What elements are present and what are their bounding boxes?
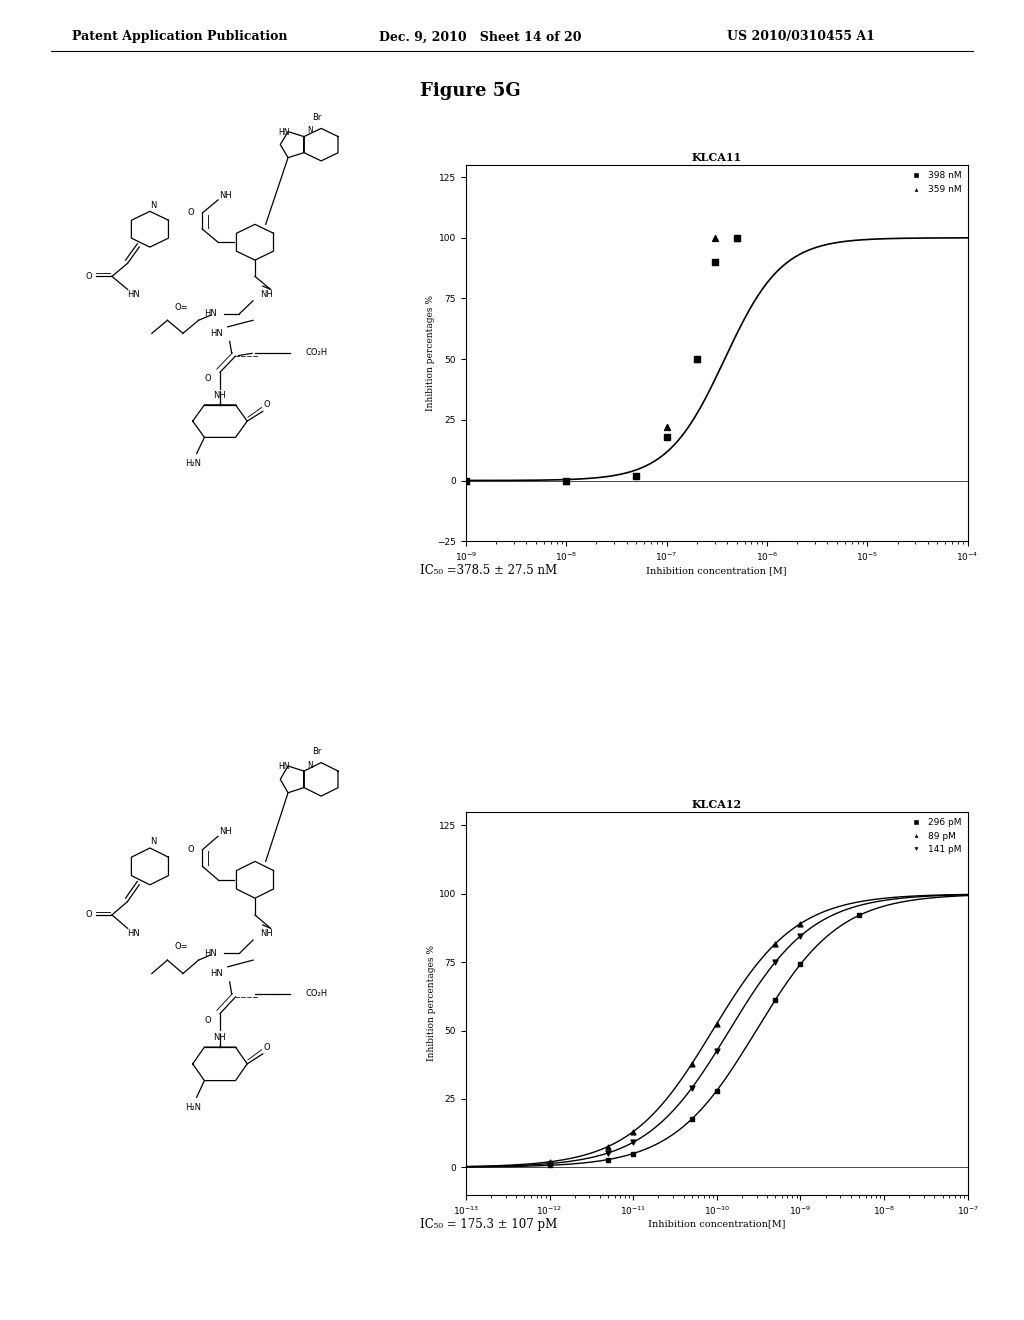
Point — [793, 913, 809, 935]
Text: N: N — [307, 760, 313, 770]
Text: O: O — [85, 911, 92, 920]
Text: HN: HN — [279, 762, 290, 771]
Text: O: O — [205, 1016, 212, 1024]
Point — [542, 1155, 558, 1176]
Point — [628, 465, 644, 486]
Text: CO₂H: CO₂H — [305, 348, 328, 358]
Point — [600, 1137, 616, 1158]
Text: O: O — [205, 375, 212, 383]
Y-axis label: Inhibition percentages %: Inhibition percentages % — [427, 945, 436, 1061]
Legend: 296 pM, 89 pM, 141 pM: 296 pM, 89 pM, 141 pM — [905, 816, 964, 855]
Text: HN: HN — [210, 329, 222, 338]
X-axis label: Inhibition concentration [M]: Inhibition concentration [M] — [646, 566, 787, 576]
Text: Figure 5G: Figure 5G — [420, 82, 520, 100]
Text: Br: Br — [312, 747, 322, 756]
Text: Patent Application Publication: Patent Application Publication — [72, 30, 287, 44]
Text: NH: NH — [260, 290, 273, 298]
Point — [851, 906, 867, 927]
Text: HN: HN — [279, 128, 290, 137]
Point — [689, 348, 706, 370]
Point — [689, 348, 706, 370]
Title: KLCA11: KLCA11 — [692, 152, 741, 162]
Text: HN: HN — [210, 969, 222, 978]
Legend: 398 nM, 359 nM: 398 nM, 359 nM — [905, 169, 964, 195]
Point — [767, 933, 783, 954]
Point — [709, 1012, 725, 1034]
Text: NH: NH — [219, 826, 232, 836]
Point — [728, 227, 744, 248]
Text: Dec. 9, 2010   Sheet 14 of 20: Dec. 9, 2010 Sheet 14 of 20 — [379, 30, 582, 44]
Y-axis label: Inhibition percentages %: Inhibition percentages % — [426, 296, 434, 411]
Text: NH: NH — [260, 929, 273, 937]
Point — [683, 1077, 699, 1098]
Point — [625, 1121, 641, 1142]
Point — [728, 227, 744, 248]
Text: O=: O= — [174, 942, 187, 952]
Point — [658, 417, 675, 438]
Point — [625, 1131, 641, 1152]
Point — [625, 1143, 641, 1164]
Text: IC₅₀ =378.5 ± 27.5 nM: IC₅₀ =378.5 ± 27.5 nM — [420, 564, 557, 577]
Point — [600, 1142, 616, 1163]
Point — [767, 952, 783, 973]
Point — [793, 925, 809, 946]
Text: HN: HN — [127, 929, 139, 937]
Point — [658, 426, 675, 447]
Text: O: O — [187, 845, 195, 854]
Text: H₂N: H₂N — [184, 459, 201, 467]
Point — [558, 470, 574, 491]
Point — [767, 990, 783, 1011]
Text: US 2010/0310455 A1: US 2010/0310455 A1 — [727, 30, 874, 44]
Point — [558, 470, 574, 491]
Point — [600, 1148, 616, 1170]
Text: O=: O= — [174, 302, 187, 312]
Point — [793, 954, 809, 975]
Text: NH: NH — [214, 391, 226, 400]
X-axis label: Inhibition concentration[M]: Inhibition concentration[M] — [648, 1220, 785, 1229]
Point — [542, 1154, 558, 1175]
Text: N: N — [151, 201, 157, 210]
Point — [709, 1040, 725, 1061]
Text: O: O — [263, 1043, 270, 1052]
Text: N: N — [151, 837, 157, 846]
Point — [683, 1053, 699, 1074]
Title: KLCA12: KLCA12 — [692, 799, 741, 809]
Text: IC₅₀ = 175.3 ± 107 pM: IC₅₀ = 175.3 ± 107 pM — [420, 1218, 557, 1232]
Text: HN: HN — [204, 309, 217, 318]
Text: O: O — [187, 209, 195, 218]
Text: Br: Br — [312, 114, 322, 121]
Point — [458, 470, 474, 491]
Text: CO₂H: CO₂H — [305, 989, 328, 998]
Text: H₂N: H₂N — [184, 1104, 201, 1111]
Point — [707, 227, 723, 248]
Point — [709, 1080, 725, 1101]
Text: HN: HN — [127, 290, 139, 298]
Text: NH: NH — [219, 190, 232, 199]
Point — [542, 1151, 558, 1172]
Text: O: O — [85, 272, 92, 281]
Point — [707, 252, 723, 273]
Point — [458, 470, 474, 491]
Text: N: N — [307, 127, 313, 136]
Text: HN: HN — [204, 949, 217, 958]
Text: NH: NH — [214, 1032, 226, 1041]
Point — [683, 1109, 699, 1130]
Text: O: O — [263, 400, 270, 409]
